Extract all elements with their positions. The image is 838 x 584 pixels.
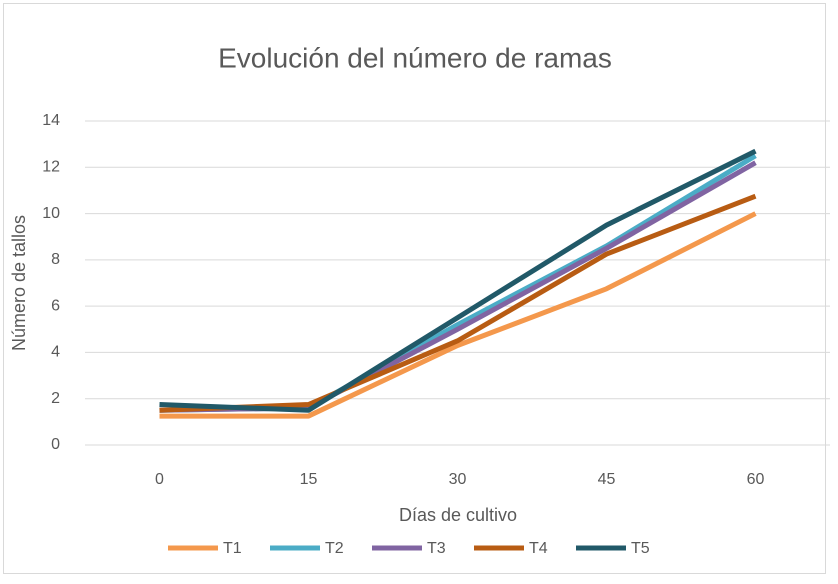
legend-label: T5	[631, 540, 650, 557]
y-tick-label: 14	[42, 112, 60, 129]
y-tick-label: 4	[51, 344, 60, 361]
legend-label: T3	[427, 540, 446, 557]
x-tick-label: 15	[300, 471, 318, 488]
series-line	[159, 148, 757, 413]
chart-title: Evolución del número de ramas	[218, 42, 612, 73]
y-axis-label: Número de tallos	[9, 215, 29, 351]
x-tick-label: 45	[598, 471, 616, 488]
y-tick-label: 6	[51, 297, 60, 314]
series-line	[159, 211, 757, 419]
x-axis-label: Días de cultivo	[399, 505, 517, 525]
y-tick-label: 0	[51, 436, 60, 453]
y-tick-label: 8	[51, 251, 60, 268]
legend-label: T4	[529, 540, 548, 557]
legend-label: T1	[223, 540, 242, 557]
y-tick-label: 12	[42, 159, 60, 176]
y-tick-label: 10	[42, 205, 60, 222]
x-tick-label: 0	[155, 471, 164, 488]
chart-border	[3, 3, 826, 574]
y-tick-label: 2	[51, 390, 60, 407]
x-tick-label: 60	[747, 471, 765, 488]
legend-label: T2	[325, 540, 344, 557]
x-tick-label: 30	[449, 471, 467, 488]
